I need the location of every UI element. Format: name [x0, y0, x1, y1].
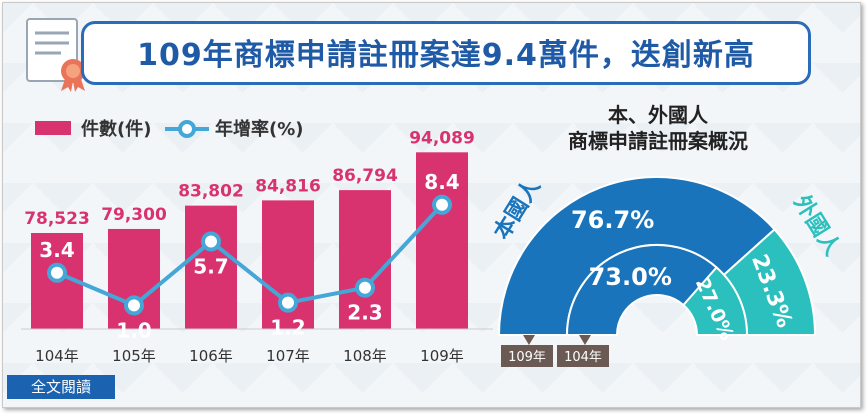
bar-value-label: 86,794 — [332, 166, 398, 186]
bar-value-label: 79,300 — [101, 205, 167, 225]
growth-rate-point — [47, 262, 67, 283]
growth-rate-label: 8.4 — [424, 170, 459, 194]
ring-tag-0 — [501, 345, 553, 367]
bar-value-label: 94,089 — [409, 128, 475, 148]
ring-1-domestic-slice — [565, 244, 718, 336]
pie-title-line1: 本、外國人 — [608, 103, 708, 127]
x-tick-label: 107年 — [266, 347, 310, 365]
ring-tag-pointer — [523, 335, 535, 345]
growth-rate-line — [56, 203, 444, 308]
x-tick-label: 105年 — [112, 347, 156, 365]
growth-rate-label: 1.2 — [270, 316, 305, 340]
ring-tag-1 — [557, 345, 609, 367]
growth-rate-point — [278, 292, 298, 313]
growth-rate-point — [355, 277, 375, 298]
legend-bar-swatch — [35, 121, 71, 135]
growth-rate-point — [201, 231, 221, 252]
ring-0-domestic-label: 76.7% — [571, 206, 654, 234]
page-title: 109年商標申請註冊案達9.4萬件，迭創新高 — [137, 38, 755, 73]
bar-value-label: 78,523 — [24, 209, 90, 229]
growth-rate-point — [124, 295, 144, 316]
legend-line-swatch — [165, 120, 209, 138]
x-tick-label: 104年 — [35, 347, 79, 365]
certificate-icon — [21, 13, 93, 97]
x-tick-label: 109年 — [420, 347, 464, 365]
x-tick-label: 106年 — [189, 347, 233, 365]
bar-5 — [416, 152, 468, 329]
growth-rate-label: 2.3 — [347, 301, 382, 325]
combo-chart: 78,523 104年 79,300 105年 83,802 106年 84,816 107年… — [21, 128, 493, 365]
title-banner: 109年商標申請註冊案達9.4萬件，迭創新高 — [81, 21, 811, 85]
ring-tag-label: 104年 — [564, 350, 602, 365]
ring-tag-label: 109年 — [508, 350, 546, 365]
growth-rate-label: 3.4 — [39, 238, 74, 262]
ring-1-foreign-slice — [682, 266, 749, 336]
pie-title-line2: 商標申請註冊案概況 — [568, 129, 748, 153]
bar-value-label: 83,802 — [178, 182, 244, 202]
bar-value-label: 84,816 — [255, 176, 321, 196]
bar-4 — [339, 190, 391, 329]
full-text-button[interactable]: 全文閱讀 — [7, 375, 115, 399]
growth-rate-point — [432, 194, 452, 215]
legend-line-label: 年增率(%) — [215, 119, 304, 140]
x-tick-label: 108年 — [343, 347, 387, 365]
growth-rate-label: 5.7 — [193, 254, 228, 278]
bar-2 — [185, 205, 237, 329]
infographic-frame: 109年商標申請註冊案達9.4萬件，迭創新高 件數(件) 年增率(%) 78,5… — [2, 2, 861, 408]
ring-1-domestic-label: 73.0% — [589, 263, 672, 291]
growth-rate-label: 1.0 — [116, 318, 151, 342]
legend-bar-label: 件數(件) — [81, 119, 152, 140]
ring-tag-pointer — [579, 335, 591, 345]
category-label-foreign: 外國人 — [788, 190, 845, 260]
